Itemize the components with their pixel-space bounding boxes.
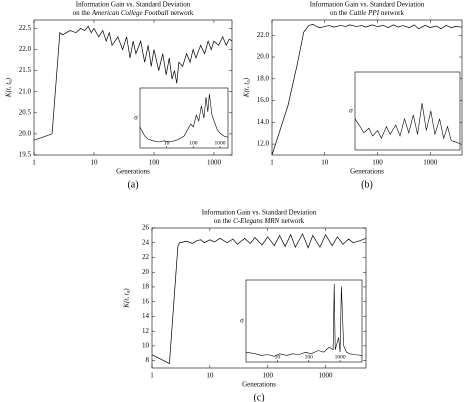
y-tick-label: 20 <box>142 268 150 276</box>
chart-title: Information Gain vs. Standard Deviation <box>202 209 317 217</box>
subtitle-part: network <box>381 9 404 17</box>
x-axis-label: Generations <box>116 168 150 176</box>
y-tick-label: 20.5 <box>19 108 32 116</box>
inset-frame <box>139 87 229 149</box>
inset-line <box>245 284 363 357</box>
y-tick-label: 14 <box>142 312 150 320</box>
subtitle-part: on the <box>73 9 90 17</box>
y-tick-label: 22.0 <box>257 31 270 39</box>
y-tick-label: 24 <box>142 238 150 246</box>
x-axis-label: Generations <box>350 168 384 176</box>
chart-subtitle: on the C-Elegans MRN network <box>214 217 305 225</box>
y-axis-label: K(t, t₀) <box>5 77 13 98</box>
subtitle-part: on the <box>214 217 231 225</box>
y-tick-label: 26 <box>142 224 150 232</box>
inset-frame <box>245 279 363 363</box>
caption: (b) <box>361 179 373 190</box>
x-tick-label: 10 <box>321 159 329 167</box>
x-tick-label: 10 <box>206 372 214 380</box>
plot-frame <box>33 19 233 156</box>
inset-line <box>354 103 461 145</box>
x-tick-label: 10 <box>90 159 98 167</box>
y-tick-label: 10 <box>142 342 150 350</box>
y-tick-label: 21.0 <box>19 87 32 95</box>
y-tick-label: 8 <box>146 356 150 364</box>
x-tick-label: 1000 <box>207 159 222 167</box>
inset-y-label: σ <box>240 317 244 325</box>
y-axis-label: K(t, t₀) <box>123 288 131 309</box>
x-tick-label: 1 <box>270 159 274 167</box>
y-tick-label: 12.0 <box>257 140 270 148</box>
inset-y-label: σ <box>349 107 353 115</box>
inset-x-tick-label: 100 <box>305 354 314 360</box>
subtitle-part: network <box>170 9 193 17</box>
inset-x-tick-label: 100 <box>189 140 198 146</box>
x-tick-label: 1 <box>150 372 154 380</box>
y-tick-label: 21.5 <box>19 66 32 74</box>
chart-subtitle: on the American College Football network <box>73 9 194 17</box>
y-tick-label: 22 <box>142 253 150 261</box>
plot-frame <box>151 227 367 369</box>
inset-x-tick-label: 1000 <box>214 140 225 146</box>
data-line <box>33 25 233 141</box>
inset-x-tick-label: 1000 <box>335 354 346 360</box>
x-tick-label: 100 <box>149 159 160 167</box>
inset-frame <box>354 71 461 151</box>
caption: (a) <box>127 179 138 190</box>
plot-frame <box>271 19 463 156</box>
inset-x-tick-label: 10 <box>164 140 170 146</box>
chart-subtitle: on the Cattle PPI network <box>330 9 405 17</box>
y-tick-label: 19.5 <box>19 151 32 159</box>
subtitle-part: C-Elegans MRN <box>233 217 279 225</box>
inset-line <box>139 93 229 143</box>
inset-y-label: σ <box>134 114 138 122</box>
subtitle-part: network <box>281 217 304 225</box>
y-tick-label: 18.0 <box>257 74 270 82</box>
y-tick-label: 12 <box>142 327 150 335</box>
x-tick-label: 1 <box>32 159 36 167</box>
x-tick-label: 100 <box>372 159 383 167</box>
x-tick-label: 100 <box>262 372 273 380</box>
caption: (c) <box>253 392 264 402</box>
subtitle-part: on the <box>330 9 347 17</box>
chart-title: Information Gain vs. Standard Deviation <box>76 1 191 9</box>
subtitle-part: Cattle PPI <box>349 9 379 17</box>
y-tick-label: 16.0 <box>257 96 270 104</box>
y-tick-label: 20.0 <box>19 130 32 138</box>
y-axis-label: K(t, t₀) <box>243 77 251 98</box>
y-tick-label: 16 <box>142 297 150 305</box>
data-line <box>271 23 463 156</box>
y-tick-label: 18 <box>142 283 150 291</box>
y-tick-label: 22.0 <box>19 45 32 53</box>
x-axis-label: Generations <box>242 381 276 389</box>
y-tick-label: 20.0 <box>257 53 270 61</box>
subtitle-part: American College Football <box>91 9 169 17</box>
y-tick-label: 14.0 <box>257 118 270 126</box>
x-tick-label: 1000 <box>423 159 438 167</box>
inset-x-tick-label: 10 <box>275 354 281 360</box>
y-tick-label: 22.5 <box>19 24 32 32</box>
chart-title: Information Gain vs. Standard Deviation <box>310 1 425 9</box>
x-tick-label: 1000 <box>319 372 334 380</box>
data-line <box>151 233 367 365</box>
